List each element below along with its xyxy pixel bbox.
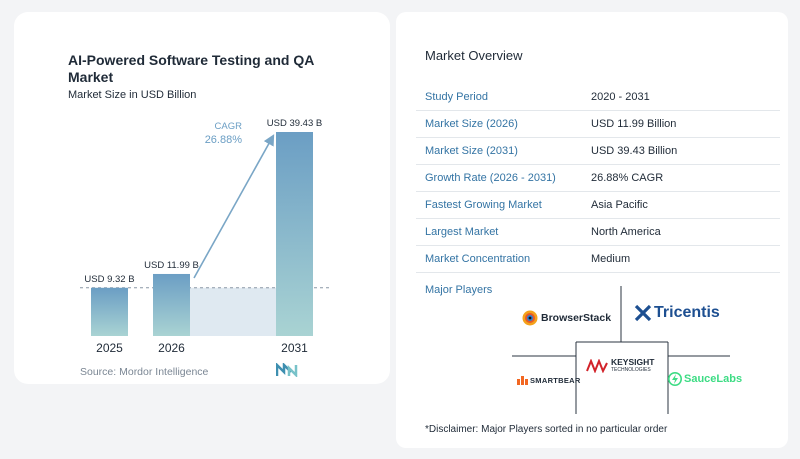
cagr-value: 26.88% <box>205 134 243 146</box>
overview-row: Market Size (2026) USD 11.99 Billion <box>416 111 780 138</box>
keysight-logo: KEYSIGHT TECHNOLOGIES <box>586 358 654 374</box>
overview-key: Market Size (2031) <box>425 145 518 157</box>
bar-value-label: USD 39.43 B <box>267 118 322 129</box>
keysight-name: KEYSIGHT <box>611 357 655 367</box>
disclaimer-text: *Disclaimer: Major Players sorted in no … <box>425 424 668 435</box>
bar-value-label: USD 9.32 B <box>84 274 134 285</box>
overview-value: USD 39.43 Billion <box>591 145 678 157</box>
overview-key: Largest Market <box>425 226 499 238</box>
tricentis-cross-icon <box>634 304 652 322</box>
saucelabs-bolt-icon <box>668 372 682 386</box>
x-tick-label: 2031 <box>281 341 308 355</box>
overview-key: Fastest Growing Market <box>425 199 542 211</box>
overview-title: Market Overview <box>425 48 523 63</box>
smartbear-name: SMARTBEAR <box>530 376 581 385</box>
tricentis-name: Tricentis <box>654 304 720 321</box>
keysight-wave-icon <box>586 359 608 373</box>
overview-key: Market Concentration <box>425 253 531 265</box>
overview-value: Medium <box>591 253 631 265</box>
bar-chart: USD 9.32 B 2025 USD 11.99 B 2026 USD 39.43 B… <box>80 118 330 355</box>
browserstack-eye-icon <box>522 310 538 326</box>
x-tick-label: 2025 <box>96 341 123 355</box>
overview-value: Asia Pacific <box>591 199 648 211</box>
keysight-sub: TECHNOLOGIES <box>611 367 651 373</box>
overview-row: Market Concentration Medium <box>416 246 780 273</box>
saucelabs-name: SauceLabs <box>684 373 743 385</box>
smartbear-logo: SMARTBEAR <box>517 376 581 385</box>
bar-2026 <box>153 273 190 336</box>
overview-row: Study Period 2020 - 2031 <box>416 84 780 111</box>
browserstack-logo: BrowserStack <box>522 310 611 326</box>
tricentis-logo: Tricentis <box>634 304 720 322</box>
mordor-logo-icon <box>276 363 298 377</box>
x-tick-label: 2026 <box>158 341 185 355</box>
overview-value: North America <box>591 226 661 238</box>
bar-2025 <box>91 287 128 336</box>
growth-band <box>190 287 276 336</box>
cagr-label: CAGR <box>215 121 243 132</box>
overview-table: Study Period 2020 - 2031 Market Size (202… <box>416 84 780 273</box>
bar-value-label: USD 11.99 B <box>144 260 199 271</box>
overview-value: 2020 - 2031 <box>591 91 650 103</box>
cagr-arrow <box>193 134 275 279</box>
bar-2031 <box>276 132 313 336</box>
major-players-title: Major Players <box>425 284 493 296</box>
smartbear-bars-icon <box>517 376 528 385</box>
overview-row: Fastest Growing Market Asia Pacific <box>416 192 780 219</box>
browserstack-name: BrowserStack <box>541 312 612 324</box>
overview-value: USD 11.99 Billion <box>591 118 677 130</box>
overview-row: Market Size (2031) USD 39.43 Billion <box>416 138 780 165</box>
chart-subtitle: Market Size in USD Billion <box>68 89 197 101</box>
overview-row: Growth Rate (2026 - 2031) 26.88% CAGR <box>416 165 780 192</box>
players-grid <box>512 286 730 414</box>
overview-key: Market Size (2026) <box>425 118 518 130</box>
overview-value: 26.88% CAGR <box>591 172 664 184</box>
overview-row: Largest Market North America <box>416 219 780 246</box>
overview-card <box>396 12 788 448</box>
overview-key: Study Period <box>425 91 488 103</box>
source-text: Source: Mordor Intelligence <box>80 366 209 378</box>
chart-title: AI-Powered Software Testing and QA Marke… <box>68 52 314 85</box>
overview-key: Growth Rate (2026 - 2031) <box>425 172 556 184</box>
saucelabs-logo: SauceLabs <box>668 372 742 386</box>
